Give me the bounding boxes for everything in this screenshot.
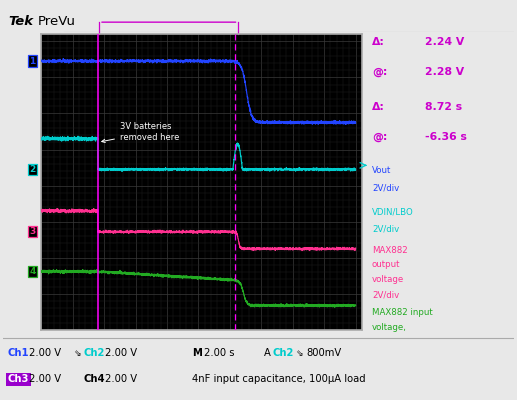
Text: Tek: Tek [9,15,34,28]
Text: 2.24 V: 2.24 V [425,37,465,47]
Text: 2: 2 [29,165,36,174]
Text: 2.00 V: 2.00 V [29,374,62,384]
Text: VDIN/LBO: VDIN/LBO [372,207,414,216]
Text: 2.00 V: 2.00 V [105,374,137,384]
Text: MAX882: MAX882 [372,246,408,255]
Text: 800mV: 800mV [306,348,341,358]
Text: 2V/div: 2V/div [372,184,399,192]
Text: voltage,: voltage, [372,322,407,332]
Text: output: output [372,260,401,270]
Text: M: M [192,348,202,358]
Text: 2V/div: 2V/div [372,225,399,234]
Text: 4: 4 [29,267,36,276]
Text: PreVu: PreVu [37,15,75,28]
Text: @:: @: [372,66,387,76]
Text: 3: 3 [29,227,36,236]
Text: voltage: voltage [372,275,404,284]
Text: 4nF input capacitance, 100μA load: 4nF input capacitance, 100μA load [192,374,366,384]
Text: 2.00 s: 2.00 s [204,348,234,358]
Text: A: A [264,348,270,358]
Text: Ch2: Ch2 [273,348,294,358]
Text: 2.00 V: 2.00 V [29,348,62,358]
Text: Ch3: Ch3 [8,374,29,384]
Text: -6.36 s: -6.36 s [425,132,467,142]
Text: Ch2: Ch2 [83,348,105,358]
Text: @:: @: [372,132,387,142]
Text: Δ:: Δ: [372,37,385,47]
Text: 1: 1 [29,56,36,66]
Text: Ch1: Ch1 [8,348,29,358]
Text: Vout: Vout [372,166,391,175]
Text: ⇘: ⇘ [73,349,81,358]
Text: 2.28 V: 2.28 V [425,66,464,76]
Text: Δ:: Δ: [372,102,385,112]
Text: 3V batteries
removed here: 3V batteries removed here [102,122,179,142]
Text: MAX882 input: MAX882 input [372,308,433,317]
Text: 2V/div: 2V/div [372,290,399,299]
Text: ⇘: ⇘ [295,349,303,358]
Text: 2.00 V: 2.00 V [105,348,137,358]
Text: 8.72 s: 8.72 s [425,102,463,112]
Text: Ch4: Ch4 [83,374,105,384]
